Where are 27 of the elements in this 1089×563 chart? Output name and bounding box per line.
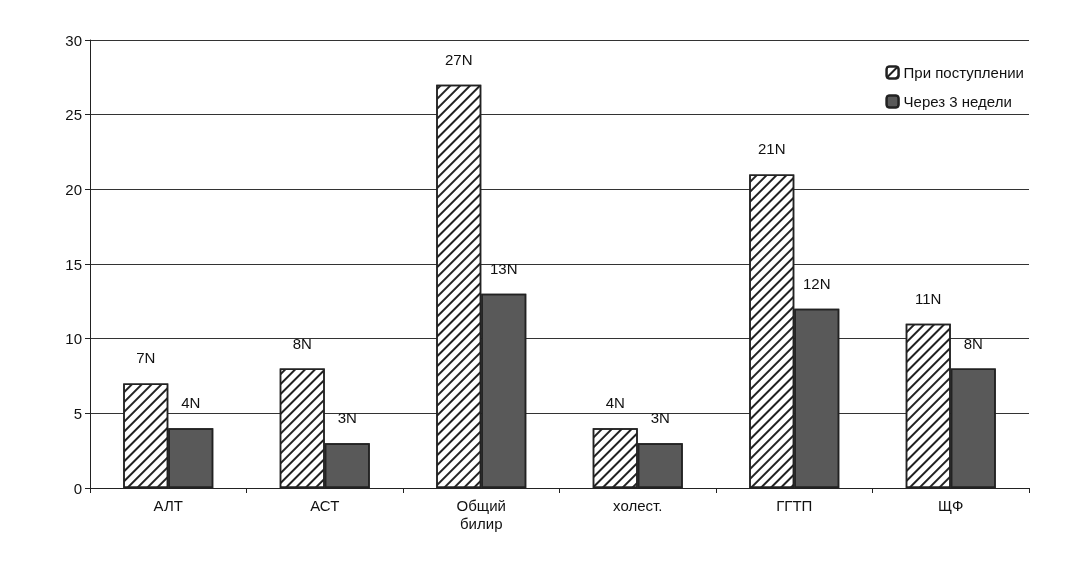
y-tick-label: 5 — [73, 404, 82, 422]
x-tick-label: АЛТ — [153, 496, 183, 514]
data-label: 3N — [650, 409, 670, 427]
data-label: 3N — [337, 409, 357, 427]
data-label: 8N — [292, 334, 312, 352]
y-tick-label: 10 — [65, 330, 82, 348]
data-label: 11N — [915, 289, 942, 307]
data-label: 21N — [757, 140, 786, 158]
legend-label: Через 3 недели — [903, 93, 1012, 110]
x-tick-label: холест. — [613, 496, 663, 514]
y-tick-label: 25 — [65, 106, 82, 124]
data-label: 4N — [181, 394, 201, 412]
y-tick-label: 30 — [65, 31, 82, 49]
legend-label: При поступлении — [903, 64, 1025, 81]
x-tick-label: ГГТП — [776, 496, 813, 514]
x-tick-label: Общий билир — [456, 496, 506, 532]
data-label: 13N — [489, 259, 518, 277]
data-label: 4N — [605, 394, 625, 412]
data-label: 27N — [444, 50, 473, 68]
y-tick-label: 15 — [65, 255, 82, 273]
x-tick-label: АСТ — [310, 496, 340, 514]
y-tick-label: 0 — [73, 479, 82, 497]
y-tick-label: 20 — [65, 180, 82, 198]
data-label: 7N — [136, 349, 156, 367]
data-label: 8N — [963, 334, 983, 352]
data-label: 12N — [802, 274, 831, 292]
x-tick-label: ЩФ — [938, 496, 964, 514]
